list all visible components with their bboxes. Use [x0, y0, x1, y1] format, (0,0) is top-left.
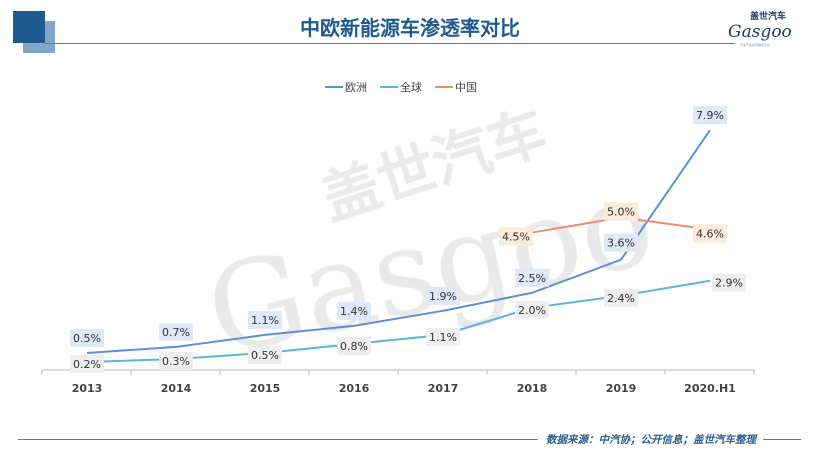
logo-en: Gasgoo — [728, 22, 792, 42]
data-label: 2.4% — [604, 288, 638, 307]
data-label-bg — [604, 288, 638, 307]
x-tick-label: 2015 — [250, 382, 281, 395]
data-label-bg — [426, 286, 460, 305]
data-label-bg — [248, 345, 282, 364]
legend-label: 中国 — [455, 81, 477, 94]
data-label: 4.6% — [693, 224, 727, 243]
data-label-text: 0.2% — [73, 358, 101, 371]
data-label-text: 0.8% — [340, 340, 368, 353]
data-label: 7.9% — [693, 106, 727, 125]
header-divider — [45, 43, 735, 44]
data-label-bg — [70, 354, 104, 373]
data-label: 0.7% — [159, 322, 193, 341]
logo-sub: 汽车产业资讯服务平台 — [740, 43, 771, 47]
data-label-text: 1.9% — [429, 290, 457, 303]
data-label-bg — [499, 227, 533, 246]
data-label: 2.0% — [515, 300, 549, 319]
data-label-text: 4.5% — [502, 231, 530, 244]
x-tick-label: 2016 — [339, 382, 370, 395]
data-label: 0.2% — [70, 354, 104, 373]
data-label: 2.5% — [515, 268, 549, 287]
data-label-bg — [337, 301, 371, 320]
data-label: 2.9% — [712, 273, 746, 292]
data-label-bg — [515, 300, 549, 319]
data-label-bg — [712, 273, 746, 292]
legend: 欧洲 全球 中国 — [325, 80, 477, 94]
data-label-bg — [515, 268, 549, 287]
data-label-text: 1.1% — [429, 331, 457, 344]
x-tick-label: 2020.H1 — [684, 382, 736, 395]
x-tick-label: 2014 — [161, 382, 192, 395]
series-line-0 — [86, 129, 711, 354]
legend-label: 全球 — [400, 80, 422, 94]
data-label: 1.1% — [426, 327, 460, 346]
data-label-text: 2.9% — [715, 277, 743, 290]
x-tick-label: 2013 — [72, 382, 103, 395]
data-label-bg — [693, 224, 727, 243]
data-label-text: 0.7% — [162, 326, 190, 339]
data-label-bg — [159, 351, 193, 370]
data-label: 0.5% — [70, 328, 104, 347]
data-label-text: 1.4% — [340, 305, 368, 318]
footer-line-right — [763, 439, 801, 440]
data-label-bg — [337, 336, 371, 355]
decor-square-dark — [13, 11, 45, 43]
data-label-text: 4.6% — [696, 228, 724, 241]
data-label-text: 7.9% — [696, 109, 724, 122]
data-label: 5.0% — [604, 202, 638, 221]
data-label: 0.3% — [159, 351, 193, 370]
data-label-text: 2.4% — [607, 292, 635, 305]
footer-line-left — [18, 439, 538, 440]
data-label-bg — [604, 202, 638, 221]
x-tick-label: 2018 — [517, 382, 548, 395]
data-label-text: 2.5% — [518, 272, 546, 285]
data-label: 4.5% — [499, 227, 533, 246]
data-label-bg — [70, 328, 104, 347]
gasgoo-logo: 盖世汽车 Gasgoo 汽车产业资讯服务平台 — [728, 12, 808, 50]
data-label-text: 2.0% — [518, 304, 546, 317]
data-label: 1.9% — [426, 286, 460, 305]
data-label-text: 5.0% — [607, 206, 635, 219]
page-title: 中欧新能源车渗透率对比 — [300, 16, 520, 40]
data-label: 0.8% — [337, 336, 371, 355]
x-tick-label: 2017 — [428, 382, 459, 395]
data-label-text: 0.5% — [251, 349, 279, 362]
logo-cn: 盖世汽车 — [750, 12, 787, 22]
legend-label: 欧洲 — [345, 81, 367, 94]
data-label-text: 0.3% — [162, 355, 190, 368]
data-label: 0.5% — [248, 345, 282, 364]
x-tick-label: 2019 — [606, 382, 637, 395]
data-label: 3.6% — [604, 233, 638, 252]
data-label-bg — [248, 310, 282, 329]
data-label-bg — [693, 106, 727, 125]
data-label-bg — [426, 327, 460, 346]
data-label-text: 0.5% — [73, 332, 101, 345]
data-label: 1.4% — [337, 301, 371, 320]
data-label-bg — [159, 322, 193, 341]
data-source: 数据来源：中汽协；公开信息；盖世汽车整理 — [546, 434, 756, 446]
data-label-bg — [604, 233, 638, 252]
data-label: 1.1% — [248, 310, 282, 329]
data-label-text: 1.1% — [251, 314, 279, 327]
data-label-text: 3.6% — [607, 237, 635, 250]
